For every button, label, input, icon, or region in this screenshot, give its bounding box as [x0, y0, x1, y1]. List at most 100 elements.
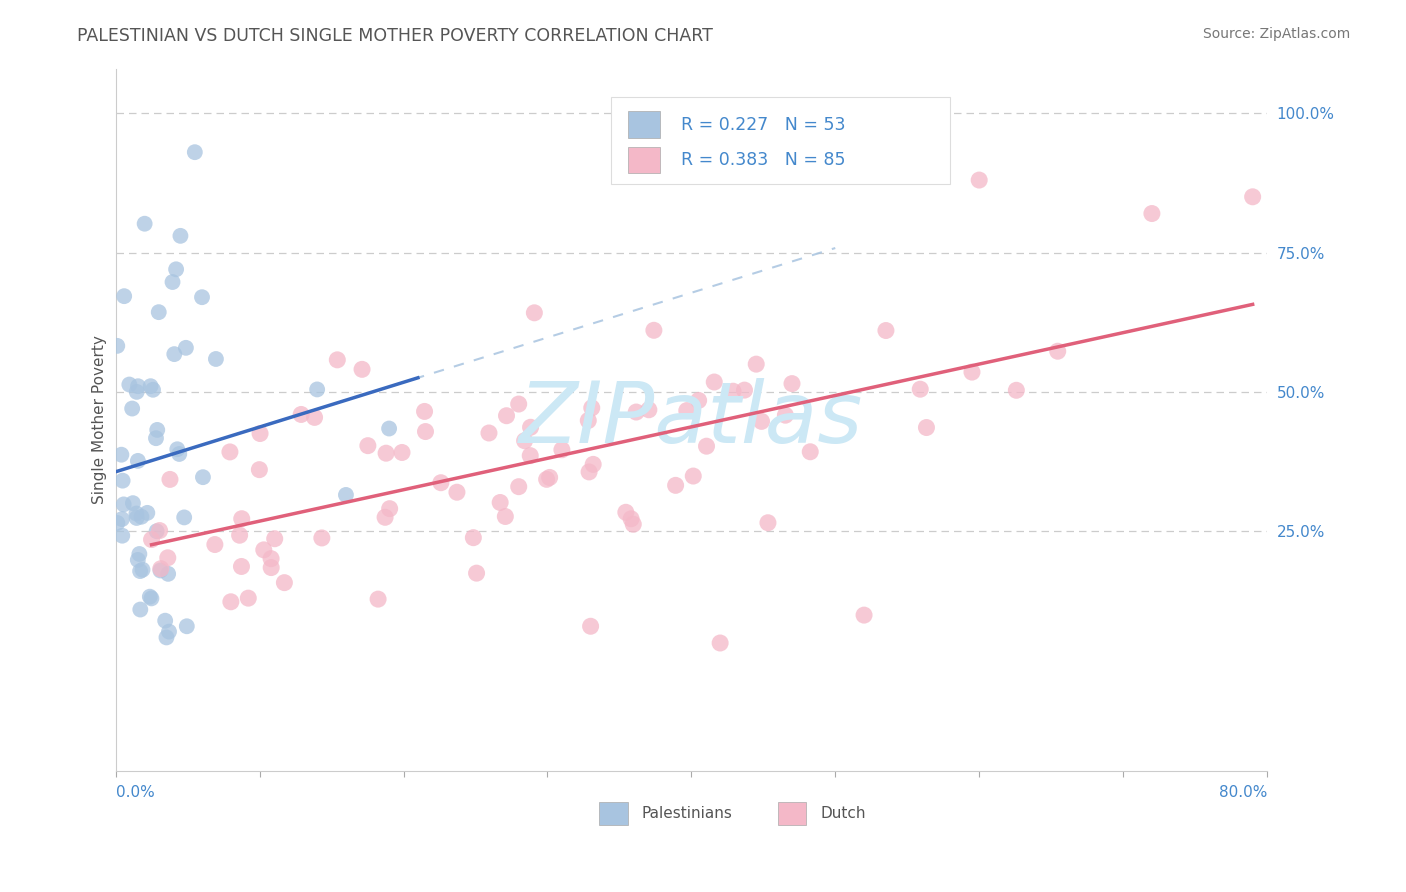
Point: [112, 289, 135, 303]
Text: 80.0%: 80.0%: [1219, 785, 1267, 800]
Point: [375, 446, 398, 460]
Point: [166, 442, 188, 457]
Point: [614, 505, 637, 519]
Point: [335, 488, 357, 502]
Point: [131, 509, 153, 524]
Point: [581, 401, 603, 415]
Point: [184, 145, 207, 160]
Point: [967, 173, 990, 187]
Point: [149, 562, 172, 576]
Point: [875, 324, 897, 338]
Point: [1140, 206, 1163, 220]
Point: [141, 591, 163, 606]
Point: [167, 447, 190, 461]
Point: [155, 631, 177, 645]
Point: [162, 275, 184, 289]
Point: [696, 439, 718, 453]
Point: [105, 516, 128, 530]
Point: [110, 448, 132, 462]
Point: [413, 404, 436, 418]
Point: [105, 339, 128, 353]
Point: [125, 507, 148, 521]
Point: [273, 575, 295, 590]
Text: Palestinians: Palestinians: [643, 806, 733, 821]
Point: [169, 228, 191, 243]
Point: [121, 401, 143, 416]
Point: [163, 347, 186, 361]
Point: [174, 341, 197, 355]
Point: [311, 531, 333, 545]
Point: [508, 397, 530, 411]
Point: [709, 636, 731, 650]
Point: [1241, 190, 1264, 204]
Point: [238, 591, 260, 606]
Point: [141, 533, 163, 547]
Point: [128, 547, 150, 561]
Point: [125, 384, 148, 399]
Point: [111, 512, 134, 526]
Point: [191, 470, 214, 484]
Point: [263, 532, 285, 546]
Point: [665, 478, 688, 492]
Point: [446, 485, 468, 500]
Point: [219, 595, 242, 609]
Point: [148, 305, 170, 319]
Point: [519, 420, 541, 434]
Point: [142, 383, 165, 397]
Point: [131, 563, 153, 577]
Point: [127, 454, 149, 468]
Point: [149, 524, 172, 538]
Text: PALESTINIAN VS DUTCH SINGLE MOTHER POVERTY CORRELATION CHART: PALESTINIAN VS DUTCH SINGLE MOTHER POVER…: [77, 27, 713, 45]
Point: [463, 531, 485, 545]
Point: [643, 323, 665, 337]
Point: [307, 383, 329, 397]
Point: [153, 614, 176, 628]
Point: [910, 382, 932, 396]
Point: [156, 550, 179, 565]
Point: [415, 425, 437, 439]
Point: [489, 495, 512, 509]
Point: [145, 431, 167, 445]
Point: [551, 442, 574, 457]
Point: [751, 414, 773, 428]
Point: [682, 469, 704, 483]
FancyBboxPatch shape: [610, 96, 950, 185]
Text: 0.0%: 0.0%: [115, 785, 155, 800]
Point: [430, 475, 453, 490]
Point: [247, 463, 270, 477]
Point: [249, 426, 271, 441]
Point: [112, 497, 135, 511]
Point: [513, 434, 536, 448]
Point: [122, 496, 145, 510]
Point: [637, 402, 659, 417]
Point: [134, 217, 156, 231]
Point: [780, 376, 803, 391]
Point: [231, 512, 253, 526]
Point: [538, 470, 561, 484]
FancyBboxPatch shape: [628, 146, 661, 173]
Point: [582, 458, 605, 472]
Point: [367, 592, 389, 607]
Point: [494, 509, 516, 524]
Point: [231, 559, 253, 574]
Point: [734, 383, 756, 397]
Point: [260, 551, 283, 566]
Point: [127, 553, 149, 567]
Point: [1046, 344, 1069, 359]
Point: [523, 306, 546, 320]
Point: [129, 564, 152, 578]
Point: [721, 384, 744, 399]
Point: [157, 624, 180, 639]
FancyBboxPatch shape: [599, 802, 628, 825]
Point: [111, 529, 134, 543]
Point: [352, 362, 374, 376]
Point: [391, 445, 413, 459]
Point: [378, 501, 401, 516]
FancyBboxPatch shape: [778, 802, 807, 825]
Point: [374, 510, 396, 524]
Point: [159, 472, 181, 486]
Point: [139, 590, 162, 604]
Point: [465, 566, 488, 581]
Point: [253, 542, 276, 557]
Text: ZIPatlas: ZIPatlas: [519, 378, 863, 461]
